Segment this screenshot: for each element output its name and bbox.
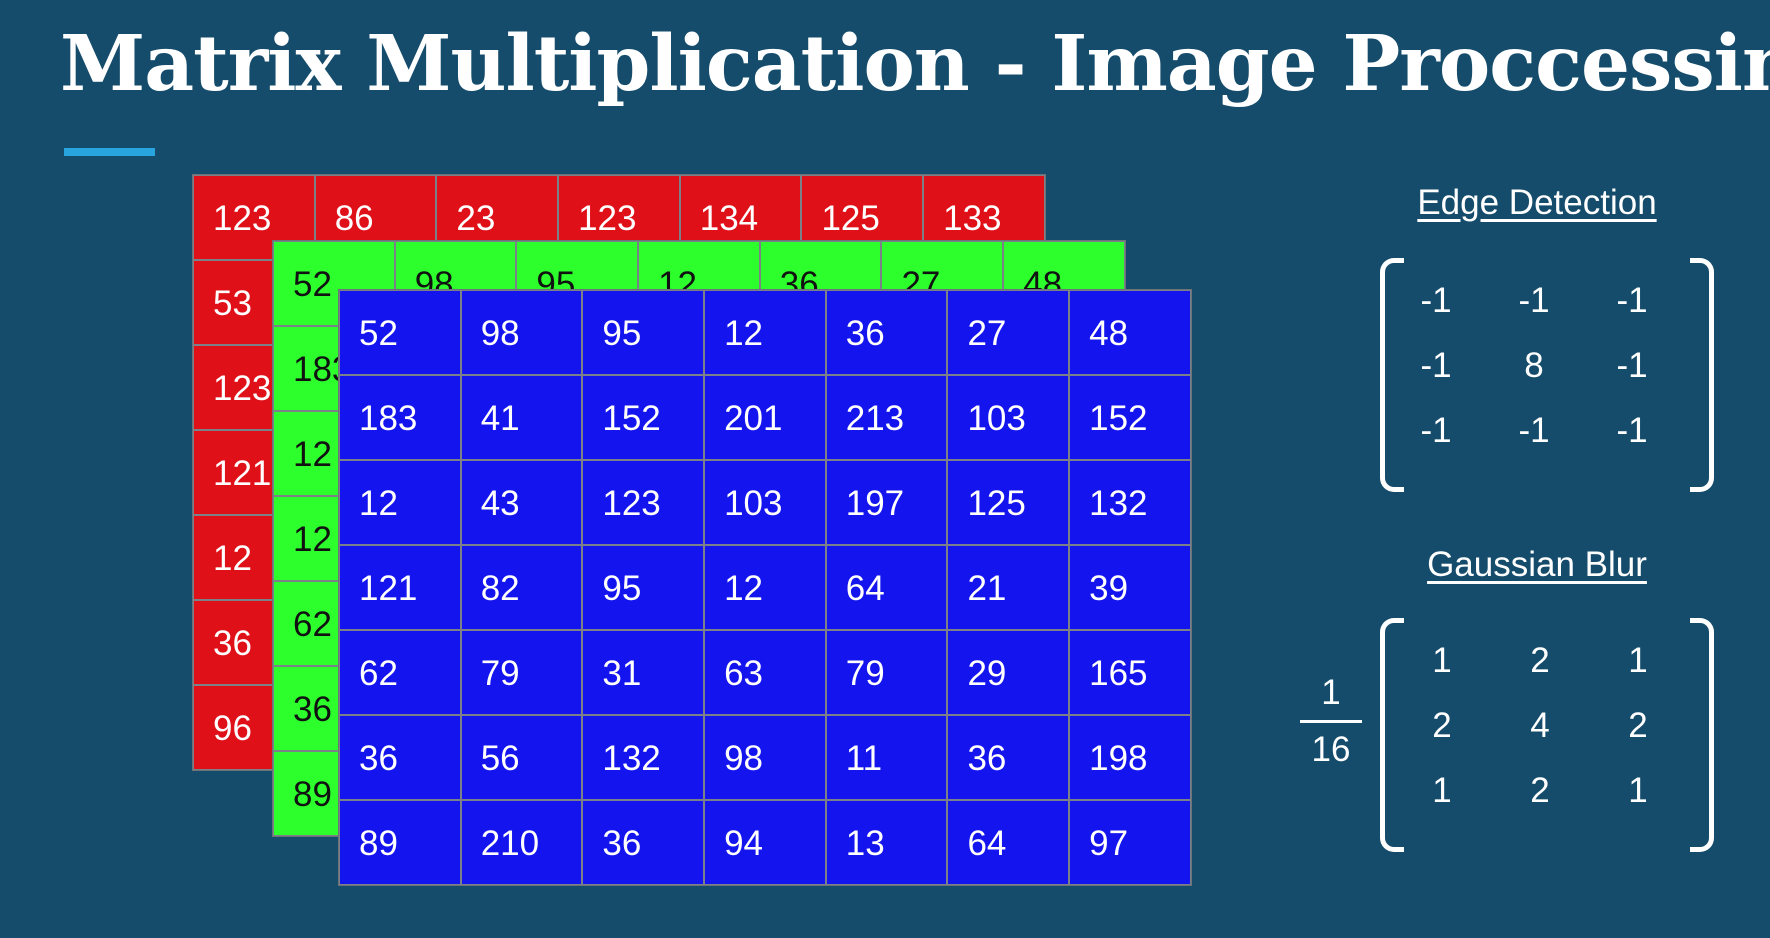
blue-channel-matrix: 52 98 95 12 36 27 48 183 41 152 201 213 103 152 12 43 12… — [338, 289, 1192, 886]
red-channel-cell: 53 — [193, 260, 315, 345]
kernel-cell: 8 — [1524, 346, 1544, 385]
edge-detection-kernel: -1 -1 -1 -1 8 -1 -1 -1 -1 — [1387, 268, 1681, 463]
page-title: Matrix Multiplication - Image Proccessin… — [60, 19, 1770, 109]
blue-channel-cell: 125 — [947, 460, 1070, 545]
red-channel-cell: 123 — [193, 175, 315, 260]
blue-channel-cell: 31 — [582, 630, 705, 715]
blue-channel-cell: 103 — [704, 460, 826, 545]
blue-channel-cell: 94 — [704, 800, 826, 885]
green-channel-cell: 52 — [273, 241, 395, 326]
kernel-cell: -1 — [1518, 411, 1550, 450]
blue-channel-cell: 165 — [1069, 630, 1191, 715]
blue-channel-cell: 95 — [582, 545, 705, 630]
kernel-cell: 2 — [1628, 706, 1648, 745]
blue-channel-cell: 183 — [339, 375, 461, 460]
gaussian-blur-title: Gaussian Blur — [1427, 545, 1647, 584]
kernel-cell: -1 — [1420, 411, 1452, 450]
blue-channel-cell: 210 — [460, 800, 583, 885]
blue-channel-cell: 41 — [460, 375, 583, 460]
blue-channel-cell: 63 — [704, 630, 826, 715]
blue-channel-cell: 64 — [825, 545, 948, 630]
blue-channel-cell: 201 — [704, 375, 826, 460]
blue-channel-cell: 152 — [582, 375, 705, 460]
blue-channel-cell: 95 — [582, 290, 705, 375]
kernel-cell: -1 — [1616, 281, 1648, 320]
kernel-cell: 4 — [1530, 706, 1550, 745]
kernel-cell: 1 — [1432, 771, 1452, 810]
edge-detection-title: Edge Detection — [1417, 183, 1657, 222]
blue-channel-cell: 56 — [460, 715, 583, 800]
blue-channel-cell: 36 — [582, 800, 705, 885]
blue-channel-cell: 152 — [1069, 375, 1191, 460]
red-channel-cell: 86 — [314, 175, 437, 260]
kernel-cell: -1 — [1420, 346, 1452, 385]
green-channel-cell: 36 — [273, 666, 395, 751]
kernel-cell: 2 — [1530, 641, 1550, 680]
blue-channel-cell: 79 — [460, 630, 583, 715]
red-channel-cell: 134 — [679, 175, 802, 260]
blue-channel-cell: 98 — [460, 290, 583, 375]
blue-channel-cell: 89 — [339, 800, 461, 885]
kernel-cell: 2 — [1530, 771, 1550, 810]
blue-channel-cell: 213 — [825, 375, 948, 460]
blue-channel-cell: 103 — [947, 375, 1070, 460]
title-accent-bar — [64, 148, 155, 156]
blue-channel-cell: 64 — [947, 800, 1070, 885]
green-channel-cell: 12 — [273, 411, 395, 496]
gaussian-blur-left-bracket — [1380, 618, 1404, 852]
kernel-cell: -1 — [1420, 281, 1452, 320]
kernel-cell: 1 — [1432, 641, 1452, 680]
blue-channel-cell: 43 — [460, 460, 583, 545]
gaussian-blur-kernel: 1 2 1 2 4 2 1 2 1 — [1393, 628, 1687, 823]
blue-channel-cell: 12 — [704, 290, 826, 375]
blue-channel-cell: 21 — [947, 545, 1070, 630]
kernel-cell: -1 — [1616, 411, 1648, 450]
kernel-cell: 1 — [1628, 771, 1648, 810]
blue-channel-cell: 198 — [1069, 715, 1191, 800]
blue-channel-cell: 39 — [1069, 545, 1191, 630]
gaussian-blur-right-bracket — [1690, 618, 1714, 852]
red-channel-cell: 36 — [193, 600, 315, 685]
blue-channel-cell: 132 — [582, 715, 705, 800]
blue-channel-cell: 123 — [582, 460, 705, 545]
blue-channel-cell: 82 — [460, 545, 583, 630]
kernel-cell: -1 — [1518, 281, 1550, 320]
blue-channel-cell: 98 — [704, 715, 826, 800]
kernel-cell: -1 — [1616, 346, 1648, 385]
blue-channel-cell: 11 — [825, 715, 948, 800]
kernel-cell: 2 — [1432, 706, 1452, 745]
fraction-bar — [1300, 720, 1362, 723]
blue-channel-cell: 62 — [339, 630, 461, 715]
green-channel-cell: 62 — [273, 581, 395, 666]
gaussian-blur-scale-fraction: 1 16 — [1300, 670, 1362, 773]
fraction-numerator: 1 — [1321, 673, 1341, 712]
blue-channel-cell: 36 — [947, 715, 1070, 800]
red-channel-cell: 96 — [193, 685, 315, 770]
edge-detection-right-bracket — [1690, 258, 1714, 492]
blue-channel-cell: 12 — [339, 460, 461, 545]
fraction-denominator: 16 — [1311, 730, 1351, 769]
blue-channel-cell: 197 — [825, 460, 948, 545]
blue-channel-cell: 27 — [947, 290, 1070, 375]
blue-channel-cell: 48 — [1069, 290, 1191, 375]
blue-channel-cell: 97 — [1069, 800, 1191, 885]
blue-channel-cell: 13 — [825, 800, 948, 885]
blue-channel-cell: 36 — [339, 715, 461, 800]
blue-channel-cell: 12 — [704, 545, 826, 630]
blue-channel-cell: 132 — [1069, 460, 1191, 545]
blue-channel-cell: 36 — [825, 290, 948, 375]
blue-channel-cell: 79 — [825, 630, 948, 715]
blue-channel-cell: 29 — [947, 630, 1070, 715]
edge-detection-left-bracket — [1380, 258, 1404, 492]
blue-channel-cell: 121 — [339, 545, 461, 630]
kernel-cell: 1 — [1628, 641, 1648, 680]
blue-channel-cell: 52 — [339, 290, 461, 375]
